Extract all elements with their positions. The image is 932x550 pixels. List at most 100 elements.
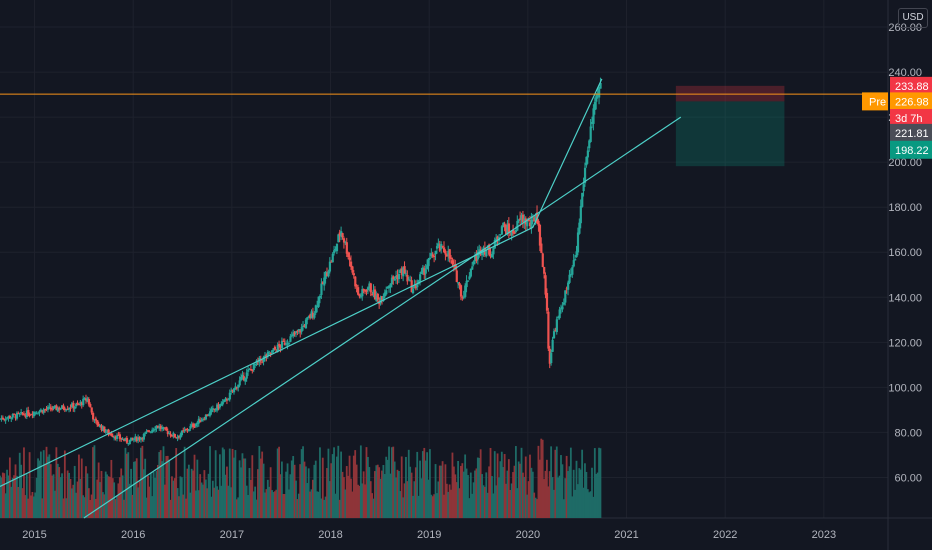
candle-body (8, 415, 12, 419)
candle-body (526, 221, 529, 227)
volume-bar (396, 469, 399, 518)
volume-bar (571, 496, 574, 518)
volume-bar (144, 458, 147, 518)
volume-bar (168, 459, 171, 518)
volume-bar (381, 470, 383, 518)
stop-loss-zone[interactable] (675, 85, 785, 102)
candle-body (108, 433, 112, 435)
volume-bar (585, 471, 588, 518)
volume-bar (348, 455, 351, 518)
volume-bar (393, 461, 396, 518)
volume-bar (424, 460, 427, 518)
trendlines[interactable] (0, 78, 682, 519)
volume-bar (109, 476, 111, 518)
channel-lower[interactable] (83, 116, 682, 519)
candle-body (321, 282, 324, 284)
volume-bar (200, 482, 203, 518)
volume-bar (1, 472, 4, 518)
candle-body (216, 404, 219, 411)
volume-bar (427, 479, 430, 518)
candle-body (540, 243, 543, 253)
volume-bar (90, 494, 93, 518)
candle-body (58, 407, 61, 410)
candle-body (438, 245, 441, 251)
volume-bar (78, 454, 80, 518)
candle-body (263, 355, 267, 358)
volume-bar (211, 480, 214, 518)
volume-bar (165, 456, 168, 518)
volume-bar (25, 474, 28, 518)
volume-bar (417, 495, 420, 518)
candle-body (76, 402, 79, 405)
candle-body (42, 409, 45, 413)
candle-body (30, 414, 33, 416)
price-badge-label: 226.98 (895, 96, 929, 108)
time-axis[interactable]: 2015 2016 2017 2018 2019 2020 2021 2022 2023 (22, 529, 836, 541)
volume-bar (282, 493, 285, 518)
candle-body (237, 384, 240, 388)
position-zones[interactable] (675, 85, 785, 167)
candle-body (478, 249, 481, 253)
volume-bar (507, 459, 510, 518)
volume-bar (460, 465, 462, 518)
candle-body (170, 435, 174, 437)
candle-body (523, 218, 526, 224)
volume-bar (572, 469, 575, 518)
candle-body (485, 250, 488, 257)
volume-bar (24, 495, 27, 518)
candle-body (571, 267, 574, 275)
candle-body (63, 408, 67, 411)
candle-body (364, 290, 367, 292)
candle-body (300, 327, 303, 332)
volume-bar (312, 479, 314, 518)
volume-bar (7, 475, 10, 518)
volume-bar (142, 469, 145, 518)
candle-body (144, 432, 147, 434)
volume-bar (99, 482, 101, 518)
candle-body (286, 343, 289, 345)
volume-bar (496, 453, 499, 518)
candle-body (14, 415, 17, 419)
candle-body (7, 416, 10, 419)
candle-body (324, 272, 327, 279)
volume-bar (555, 446, 558, 518)
volume-bar (421, 451, 424, 518)
volume-bar (345, 466, 348, 518)
volume-bar (269, 467, 272, 518)
candle-body (297, 329, 301, 331)
take-profit-zone[interactable] (675, 101, 785, 167)
candle-body (574, 259, 577, 261)
candle-body (69, 407, 72, 409)
volume-bar (534, 497, 537, 518)
volume-bar (593, 448, 596, 518)
candle-body (3, 418, 6, 420)
candle-body (107, 429, 110, 435)
volume-bar (458, 488, 461, 518)
candle-body (49, 407, 52, 410)
candle-body (113, 436, 116, 439)
currency-button[interactable]: USD (898, 8, 928, 28)
candle-body (396, 275, 399, 280)
channel-upper[interactable] (0, 78, 603, 488)
volume-bar (228, 448, 231, 518)
x-tick-label: 2021 (614, 529, 638, 541)
candle-body (290, 334, 293, 336)
candle-body (137, 437, 140, 441)
candle-body (344, 242, 347, 244)
volume-bar (579, 469, 582, 518)
candle-body (468, 276, 471, 280)
volume-bar (347, 475, 350, 518)
volume-bar (531, 471, 534, 518)
volume-bar (402, 497, 405, 518)
candle-body (151, 429, 154, 433)
volume-bar (503, 454, 506, 518)
volume-bar (420, 478, 423, 518)
candle-body (451, 260, 454, 265)
volume-bar (10, 486, 13, 518)
candle-body (486, 245, 489, 250)
candle-body (334, 249, 337, 251)
candle-body (489, 253, 492, 257)
candle-body (385, 290, 388, 295)
candle-body (148, 431, 151, 433)
